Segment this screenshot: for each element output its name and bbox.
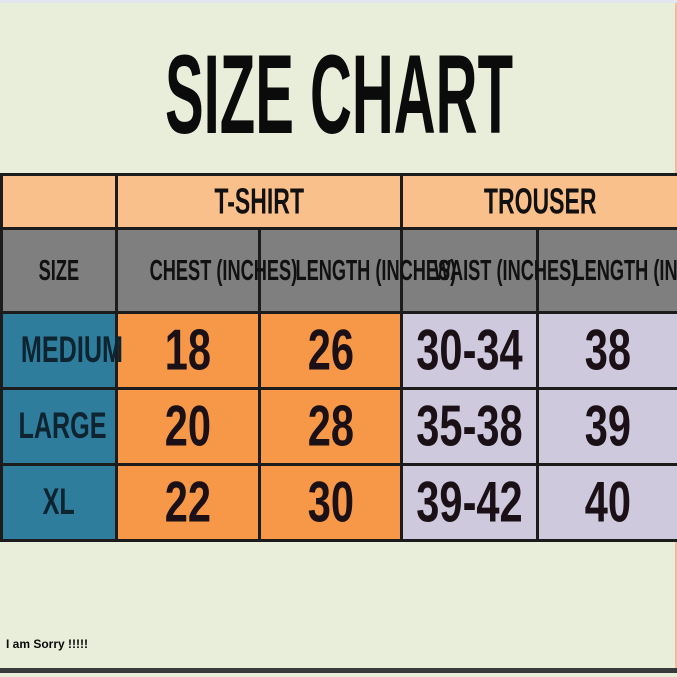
- tshirt-length-cell: 28: [258, 387, 403, 466]
- tshirt-length-cell: 26: [258, 311, 403, 390]
- size-cell-label: MEDIUM: [20, 329, 123, 371]
- waist-cell: 35-38: [400, 387, 539, 466]
- waist-cell-value: 39-42: [416, 470, 523, 535]
- column-header-chest: CHEST (INCHES): [115, 227, 297, 314]
- tshirt-group-label: T-SHIRT: [214, 180, 304, 222]
- tshirt-length-cell-value: 26: [307, 318, 354, 383]
- group-header-row: T-SHIRT TROUSER: [0, 173, 677, 230]
- table-row-large: LARGE 20 28 35-38 39: [0, 387, 677, 466]
- bottom-bar: [0, 668, 677, 673]
- empty-corner-cell: [0, 173, 118, 230]
- size-cell-label: LARGE: [18, 405, 107, 447]
- footer-note: I am Sorry !!!!!: [6, 637, 89, 651]
- tshirt-length-cell-value: 28: [307, 394, 354, 459]
- column-header-tshirt-length-label: LENGTH (INCHES): [295, 253, 457, 287]
- chest-cell-value: 22: [164, 470, 212, 535]
- table-row-xl: XL 22 30 39-42 40: [0, 463, 677, 542]
- column-header-row: SIZE CHEST (INCHES) LENGTH (INCHES) WAIS…: [0, 227, 677, 314]
- size-cell: LARGE: [0, 387, 118, 466]
- column-header-trouser-length: LENGTH (INCHES): [535, 227, 677, 314]
- chest-cell-value: 20: [164, 394, 212, 459]
- size-cell-label: XL: [42, 481, 76, 523]
- chest-cell-value: 18: [164, 318, 212, 383]
- size-chart-table: T-SHIRT TROUSER SIZE CHEST (INCHES) LENG…: [0, 173, 677, 542]
- trouser-length-cell: 39: [535, 387, 677, 466]
- column-header-trouser-length-label: LENGTH (INCHES): [573, 253, 677, 287]
- trouser-length-cell-value: 38: [584, 318, 632, 383]
- page-title-text: SIZE CHART: [164, 31, 513, 158]
- trouser-length-cell-value: 39: [584, 394, 632, 459]
- column-header-chest-label: CHEST (INCHES): [149, 253, 298, 287]
- chest-cell: 20: [115, 387, 261, 466]
- table-row-medium: MEDIUM 18 26 30-34 38: [0, 311, 677, 390]
- tshirt-group-header: T-SHIRT: [115, 173, 403, 230]
- size-cell: MEDIUM: [0, 311, 123, 390]
- chest-cell: 18: [115, 311, 261, 390]
- trouser-group-label: TROUSER: [483, 180, 597, 222]
- trouser-length-cell: 38: [535, 311, 677, 390]
- waist-cell-value: 35-38: [416, 394, 523, 459]
- size-cell: XL: [0, 463, 118, 542]
- tshirt-length-cell-value: 30: [307, 470, 354, 535]
- trouser-length-cell-value: 40: [584, 470, 632, 535]
- top-edge-line: [0, 0, 677, 3]
- column-header-tshirt-length: LENGTH (INCHES): [258, 227, 456, 314]
- page-title: SIZE CHART: [0, 32, 677, 157]
- column-header-size-label: SIZE: [38, 253, 80, 287]
- column-header-waist: WAIST (INCHES): [400, 227, 577, 314]
- chest-cell: 22: [115, 463, 261, 542]
- column-header-size: SIZE: [0, 227, 118, 314]
- waist-cell-value: 30-34: [416, 318, 523, 383]
- trouser-group-header: TROUSER: [399, 173, 677, 230]
- waist-cell: 39-42: [400, 463, 539, 542]
- trouser-length-cell: 40: [535, 463, 677, 542]
- waist-cell: 30-34: [400, 311, 539, 390]
- column-header-waist-label: WAIST (INCHES): [433, 253, 578, 287]
- tshirt-length-cell: 30: [258, 463, 403, 542]
